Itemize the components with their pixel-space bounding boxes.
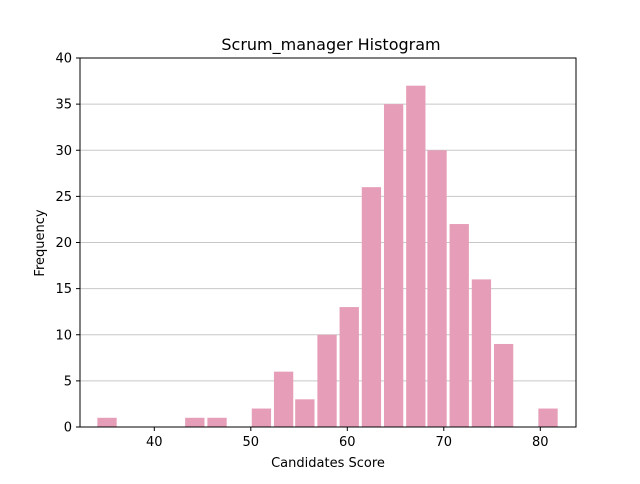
histogram-bar-0 bbox=[97, 417, 117, 427]
y-tick-label-6: 30 bbox=[55, 144, 72, 159]
histogram-bar-12 bbox=[361, 187, 382, 427]
histogram-bar-13 bbox=[383, 104, 404, 427]
chart-title: Scrum_manager Histogram bbox=[221, 35, 440, 55]
y-tick-label-4: 20 bbox=[55, 236, 72, 251]
histogram-bar-20 bbox=[538, 408, 558, 427]
y-tick-label-3: 15 bbox=[55, 282, 72, 297]
y-tick-label-5: 25 bbox=[55, 190, 72, 205]
histogram-bar-16 bbox=[449, 224, 469, 427]
x-tick-label-1: 50 bbox=[243, 435, 260, 450]
x-tick-label-2: 60 bbox=[339, 435, 356, 450]
histogram-bar-18 bbox=[493, 343, 514, 427]
histogram-bar-9 bbox=[295, 399, 315, 427]
histogram-bar-5 bbox=[207, 417, 227, 427]
y-tick-label-7: 35 bbox=[55, 98, 72, 113]
y-tick-label-8: 40 bbox=[55, 52, 72, 67]
histogram-bar-8 bbox=[273, 371, 294, 427]
y-axis-label: Frequency bbox=[33, 209, 48, 276]
histogram-bar-4 bbox=[185, 417, 205, 427]
x-axis-ticks: 40 50 60 70 80 bbox=[146, 427, 549, 450]
histogram-bar-15 bbox=[427, 150, 447, 427]
histogram-bar-7 bbox=[251, 408, 272, 427]
x-tick-label-0: 40 bbox=[146, 435, 163, 450]
histogram-bar-11 bbox=[339, 307, 359, 427]
y-tick-label-1: 5 bbox=[64, 374, 72, 389]
x-tick-label-3: 70 bbox=[436, 435, 453, 450]
bars bbox=[97, 85, 558, 428]
x-tick-label-4: 80 bbox=[532, 435, 549, 450]
histogram-bar-10 bbox=[317, 334, 337, 427]
y-tick-label-0: 0 bbox=[64, 421, 72, 436]
y-axis-ticks: 0 5 10 15 20 25 30 35 40 bbox=[55, 52, 80, 436]
y-tick-label-2: 10 bbox=[55, 328, 72, 343]
histogram-bar-14 bbox=[406, 85, 426, 428]
x-axis-label: Candidates Score bbox=[271, 456, 385, 471]
histogram-bar-17 bbox=[471, 279, 492, 427]
